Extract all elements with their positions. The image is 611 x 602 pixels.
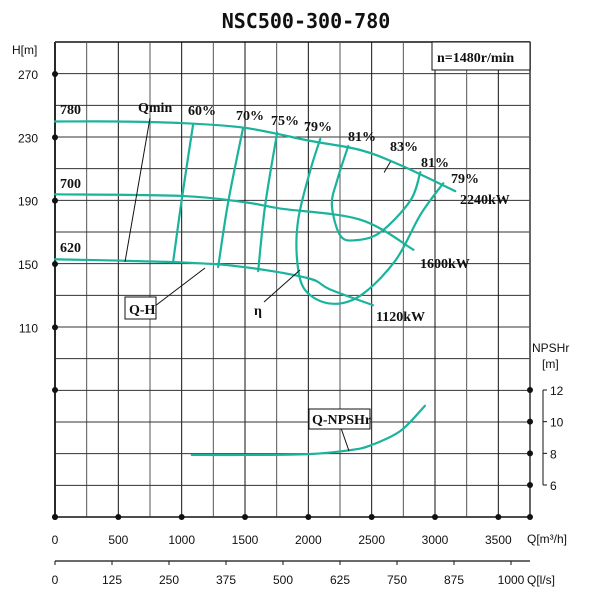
x-axis-dot	[368, 514, 375, 520]
y-tick-label: 190	[18, 195, 38, 209]
npsh-leader	[340, 427, 350, 452]
efficiency-curve-70	[217, 126, 245, 269]
label-qh: Q-H	[129, 303, 156, 318]
efficiency-curve-79	[295, 137, 445, 305]
label-eff-60: 60%	[188, 104, 216, 119]
y-axis-dot	[52, 134, 58, 141]
label-eff-81-left: 81%	[348, 130, 376, 145]
y2-tick-label: 12	[550, 384, 564, 398]
x2-tick-label: 125	[102, 573, 122, 587]
eta-leader	[263, 269, 301, 303]
x-axis-dot	[52, 514, 58, 520]
x-axis-dot	[178, 514, 185, 520]
efficiency-curve-75	[257, 131, 279, 273]
head-curve-780	[53, 120, 457, 193]
grid	[54, 41, 531, 518]
label-eff-70: 70%	[236, 109, 264, 124]
y-tick-label: 230	[18, 131, 38, 145]
y-axis-dot	[52, 324, 58, 331]
x-tick-label: 0	[52, 533, 59, 547]
speed-label-box	[431, 41, 531, 71]
efficiency-curve-83	[383, 161, 391, 173]
y-axis-dot	[52, 71, 58, 77]
label-power-1120: 1120kW	[376, 310, 425, 325]
label-eff-79-right: 79%	[451, 172, 479, 187]
x-tick-label: 3000	[422, 533, 449, 547]
y2-axis-dot	[527, 514, 533, 520]
y2-tick-label: 10	[550, 416, 564, 430]
y2-axis-dot	[527, 450, 533, 457]
npsh-curve	[190, 404, 426, 457]
x2-tick-label: 250	[159, 573, 179, 587]
x-tick-label: 3500	[485, 533, 512, 547]
x2-tick-label: 625	[330, 573, 350, 587]
label-dia-620: 620	[60, 241, 81, 256]
qh-label-box	[124, 296, 157, 320]
y-axis-dot	[52, 261, 58, 267]
x2-tick-label: 375	[216, 573, 236, 587]
efficiency-curve-60	[171, 123, 195, 264]
y-tick-label: 150	[18, 258, 38, 272]
x-tick-label: 500	[108, 533, 128, 547]
x-tick-label: 1000	[168, 533, 195, 547]
chart-title: NSC500-300-780	[222, 9, 391, 33]
y2-axis-dot	[527, 387, 533, 393]
label-power-2240: 2240kW	[460, 193, 510, 208]
y-tick-label: 110	[19, 321, 38, 335]
x2-tick-label: 1000	[498, 573, 525, 587]
x-axis-dot	[495, 514, 502, 520]
x2-tick-label: 0	[52, 573, 59, 587]
label-dia-780: 780	[60, 103, 81, 118]
npsh-label-box	[308, 408, 371, 430]
x-axis-dot	[432, 514, 438, 520]
label-eta: η	[254, 304, 262, 319]
head-curve-700	[53, 193, 415, 251]
y2-tick-label: 6	[550, 479, 557, 493]
label-eff-79-left: 79%	[304, 120, 332, 135]
label-qmin: Qmin	[138, 101, 172, 116]
y2-tick-label: 8	[550, 447, 557, 461]
y-axis-dot	[52, 387, 58, 393]
label-q-npshr: Q-NPSHr	[312, 413, 371, 428]
efficiency-curve-81	[330, 144, 422, 242]
x-axis-dot	[242, 514, 248, 520]
y2-axis-label: NPSHr	[532, 341, 569, 355]
head-curve-620	[53, 258, 375, 307]
x-axis-label: Q[m³/h]	[527, 532, 567, 546]
x-tick-label: 1500	[232, 533, 259, 547]
x2-tick-label: 500	[273, 573, 293, 587]
y-tick-label: 270	[18, 68, 38, 82]
y-axis-dot	[52, 197, 58, 204]
x-tick-label: 2000	[295, 533, 322, 547]
curves	[53, 120, 457, 457]
y2-axis-dot	[527, 482, 533, 488]
qmin-leader	[124, 117, 151, 263]
x2-tick-label: 875	[444, 573, 464, 587]
x-axis-dot	[305, 514, 312, 520]
y2-axis-unit: [m]	[542, 357, 559, 371]
label-eff-81-right: 81%	[421, 156, 449, 171]
label-dia-700: 700	[60, 177, 81, 192]
speed-label: n=1480r/min	[437, 51, 514, 66]
label-eff-83: 83%	[390, 140, 418, 155]
x-tick-label: 2500	[358, 533, 385, 547]
axes: 270 230 190 150 110 12 10 8 6 0 500 1000 1500 2000 250…	[18, 68, 564, 587]
x-axis-dot	[115, 514, 122, 520]
x2-tick-label: 750	[387, 573, 407, 587]
x2-axis-label: Q[l/s]	[527, 573, 555, 587]
label-power-1600: 1600kW	[420, 257, 470, 272]
label-eff-75: 75%	[271, 114, 299, 129]
y2-axis-dot	[527, 418, 533, 425]
y-axis-label: H[m]	[12, 43, 37, 57]
qh-leader	[154, 267, 206, 307]
